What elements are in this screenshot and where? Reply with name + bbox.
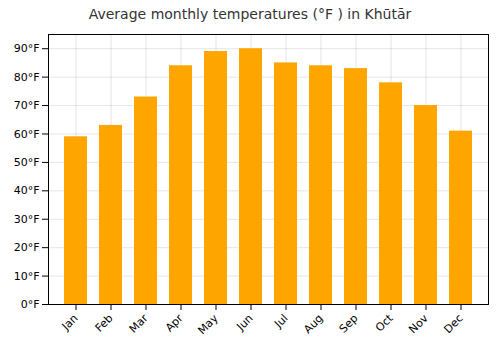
- svg-text:Mar: Mar: [127, 311, 151, 335]
- svg-text:Aug: Aug: [301, 312, 325, 336]
- svg-text:10°F: 10°F: [14, 270, 40, 283]
- svg-text:Nov: Nov: [406, 311, 431, 336]
- svg-text:Oct: Oct: [373, 311, 396, 334]
- svg-text:70°F: 70°F: [14, 99, 40, 112]
- svg-text:60°F: 60°F: [14, 127, 40, 140]
- svg-text:20°F: 20°F: [14, 241, 40, 254]
- svg-text:30°F: 30°F: [14, 213, 40, 226]
- svg-text:May: May: [195, 311, 221, 337]
- svg-text:50°F: 50°F: [14, 156, 40, 169]
- svg-text:0°F: 0°F: [21, 298, 40, 311]
- svg-text:Jul: Jul: [271, 312, 290, 331]
- svg-text:Sep: Sep: [337, 312, 361, 336]
- svg-text:Jan: Jan: [59, 312, 81, 334]
- svg-text:90°F: 90°F: [14, 42, 40, 55]
- svg-text:Jun: Jun: [234, 312, 256, 334]
- svg-text:40°F: 40°F: [14, 184, 40, 197]
- svg-text:Feb: Feb: [93, 312, 116, 335]
- svg-text:Apr: Apr: [163, 311, 186, 334]
- svg-text:80°F: 80°F: [14, 71, 40, 84]
- html-text:Average monthly temperatures (: Average monthly temperatures (°F ) in Kh…: [88, 6, 412, 22]
- svg-text:Dec: Dec: [441, 312, 465, 336]
